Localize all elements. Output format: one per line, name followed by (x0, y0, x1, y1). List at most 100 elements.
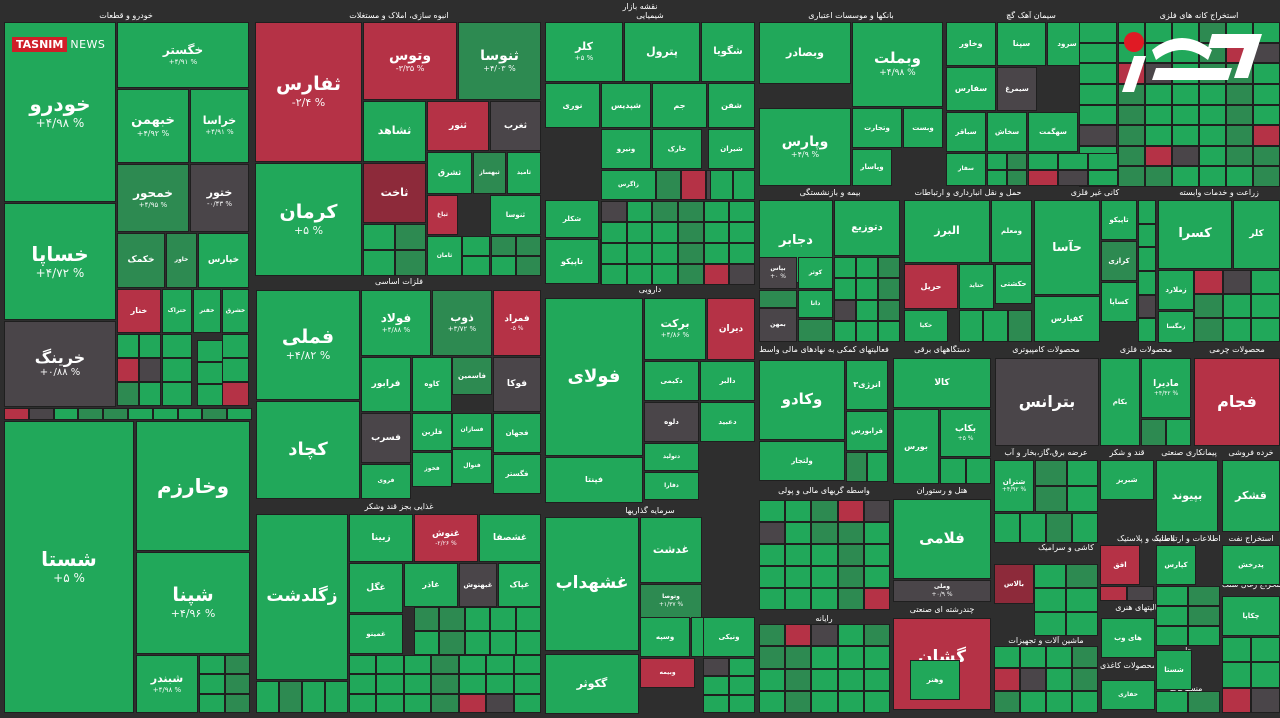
minor-stock-cell[interactable] (1226, 104, 1253, 126)
minor-stock-cell[interactable] (197, 340, 223, 362)
minor-stock-cell[interactable] (959, 310, 984, 342)
minor-stock-cell[interactable] (128, 408, 153, 420)
minor-stock-cell[interactable] (678, 222, 704, 243)
minor-stock-cell[interactable] (78, 408, 104, 420)
minor-stock-cell[interactable] (863, 566, 890, 588)
stock-tile[interactable]: فولای (545, 298, 643, 456)
stock-tile[interactable]: ثغرب (490, 101, 541, 151)
minor-stock-cell[interactable] (994, 646, 1020, 669)
stock-tile[interactable]: ختور -۰/۴۳ % (190, 164, 249, 232)
minor-stock-cell[interactable] (729, 243, 755, 264)
minor-stock-cell[interactable] (987, 169, 1007, 186)
minor-stock-cell[interactable] (729, 201, 755, 222)
minor-stock-cell[interactable] (431, 655, 459, 675)
stock-tile[interactable]: بمهن (759, 308, 797, 342)
minor-stock-cell[interactable] (703, 201, 730, 222)
minor-stock-cell[interactable] (199, 693, 225, 713)
minor-stock-cell[interactable] (28, 408, 54, 420)
stock-tile[interactable]: پترول (624, 22, 700, 82)
minor-stock-cell[interactable] (678, 243, 704, 264)
minor-stock-cell[interactable] (4, 408, 29, 420)
minor-stock-cell[interactable] (1046, 668, 1072, 691)
stock-tile[interactable]: کرمان +۵ % (255, 163, 362, 276)
stock-tile[interactable]: خشرق (222, 289, 249, 333)
minor-stock-cell[interactable] (626, 243, 653, 264)
stock-tile[interactable]: وبیمه (640, 658, 695, 688)
minor-stock-cell[interactable] (856, 257, 878, 279)
stock-tile[interactable]: البرز (904, 200, 990, 263)
stock-tile[interactable]: سیمرغ (997, 67, 1037, 111)
stock-tile[interactable]: سفارس (946, 67, 996, 111)
minor-stock-cell[interactable] (1251, 687, 1280, 713)
minor-stock-cell[interactable] (703, 243, 730, 264)
minor-stock-cell[interactable] (279, 681, 302, 713)
minor-stock-cell[interactable] (349, 693, 377, 713)
minor-stock-cell[interactable] (834, 278, 856, 300)
minor-stock-cell[interactable] (703, 264, 730, 285)
minor-stock-cell[interactable] (1145, 83, 1172, 105)
stock-tile[interactable]: خراسا +۴/۹۱ % (190, 89, 249, 163)
minor-stock-cell[interactable] (1118, 145, 1145, 167)
stock-tile[interactable]: وتوس -۳/۳۵ % (363, 22, 457, 100)
minor-stock-cell[interactable] (139, 334, 161, 358)
minor-stock-cell[interactable] (1034, 588, 1066, 612)
minor-stock-cell[interactable] (162, 358, 192, 382)
minor-stock-cell[interactable] (1058, 153, 1088, 170)
minor-stock-cell[interactable] (513, 655, 541, 675)
minor-stock-cell[interactable] (414, 631, 440, 655)
stock-tile[interactable]: غمینو (349, 614, 403, 654)
minor-stock-cell[interactable] (1253, 104, 1280, 126)
minor-stock-cell[interactable] (703, 694, 729, 713)
minor-stock-cell[interactable] (1251, 662, 1280, 688)
stock-tile[interactable]: شتران +۴/۹۲ % (994, 460, 1034, 512)
minor-stock-cell[interactable] (1138, 200, 1156, 224)
stock-tile[interactable]: خبهمن +۴/۹۲ % (117, 89, 189, 163)
stock-tile[interactable]: دیران (707, 298, 755, 360)
minor-stock-cell[interactable] (1020, 513, 1046, 543)
minor-stock-cell[interactable] (994, 690, 1020, 713)
minor-stock-cell[interactable] (1138, 271, 1156, 295)
minor-stock-cell[interactable] (994, 668, 1020, 691)
minor-stock-cell[interactable] (1079, 63, 1117, 84)
minor-stock-cell[interactable] (811, 522, 838, 544)
minor-stock-cell[interactable] (222, 334, 249, 358)
minor-stock-cell[interactable] (785, 566, 812, 588)
minor-stock-cell[interactable] (863, 690, 890, 713)
minor-stock-cell[interactable] (601, 243, 627, 264)
stock-tile[interactable]: غپاک (498, 563, 541, 607)
minor-stock-cell[interactable] (837, 624, 864, 647)
minor-stock-cell[interactable] (626, 201, 653, 222)
minor-stock-cell[interactable] (224, 674, 250, 694)
stock-tile[interactable]: زملارد (1158, 270, 1194, 310)
stock-tile[interactable]: فرابورس (846, 411, 888, 451)
minor-stock-cell[interactable] (1072, 668, 1098, 691)
stock-tile[interactable]: دلوه (644, 402, 699, 442)
stock-tile[interactable]: سهگمت (1028, 112, 1078, 152)
stock-tile[interactable]: نوری (545, 83, 600, 128)
stock-tile[interactable]: پدرخش (1222, 545, 1280, 585)
minor-stock-cell[interactable] (1020, 690, 1046, 713)
minor-stock-cell[interactable] (513, 693, 541, 713)
stock-tile[interactable]: شستا +۵ % (4, 421, 134, 713)
stock-tile[interactable]: فخوز (412, 452, 452, 487)
stock-tile[interactable]: های وب (1101, 618, 1155, 658)
stock-tile[interactable]: ثنور (427, 101, 489, 151)
minor-stock-cell[interactable] (117, 334, 139, 358)
stock-tile[interactable]: دانا (798, 290, 833, 318)
stock-tile[interactable]: ختراک (162, 289, 192, 333)
minor-stock-cell[interactable] (601, 264, 627, 285)
stock-tile[interactable]: خارک (652, 129, 702, 169)
minor-stock-cell[interactable] (1251, 294, 1280, 318)
stock-tile[interactable]: دتولید (644, 443, 699, 471)
minor-stock-cell[interactable] (1079, 83, 1117, 105)
minor-stock-cell[interactable] (1226, 125, 1253, 146)
stock-tile[interactable]: ثفارس -۲/۴ % (255, 22, 362, 162)
minor-stock-cell[interactable] (139, 358, 161, 382)
minor-stock-cell[interactable] (1194, 294, 1223, 318)
stock-tile[interactable]: شیران (708, 129, 755, 169)
minor-stock-cell[interactable] (403, 693, 432, 713)
minor-stock-cell[interactable] (1058, 169, 1088, 186)
minor-stock-cell[interactable] (1145, 104, 1172, 126)
minor-stock-cell[interactable] (162, 382, 192, 406)
minor-stock-cell[interactable] (1118, 166, 1145, 187)
